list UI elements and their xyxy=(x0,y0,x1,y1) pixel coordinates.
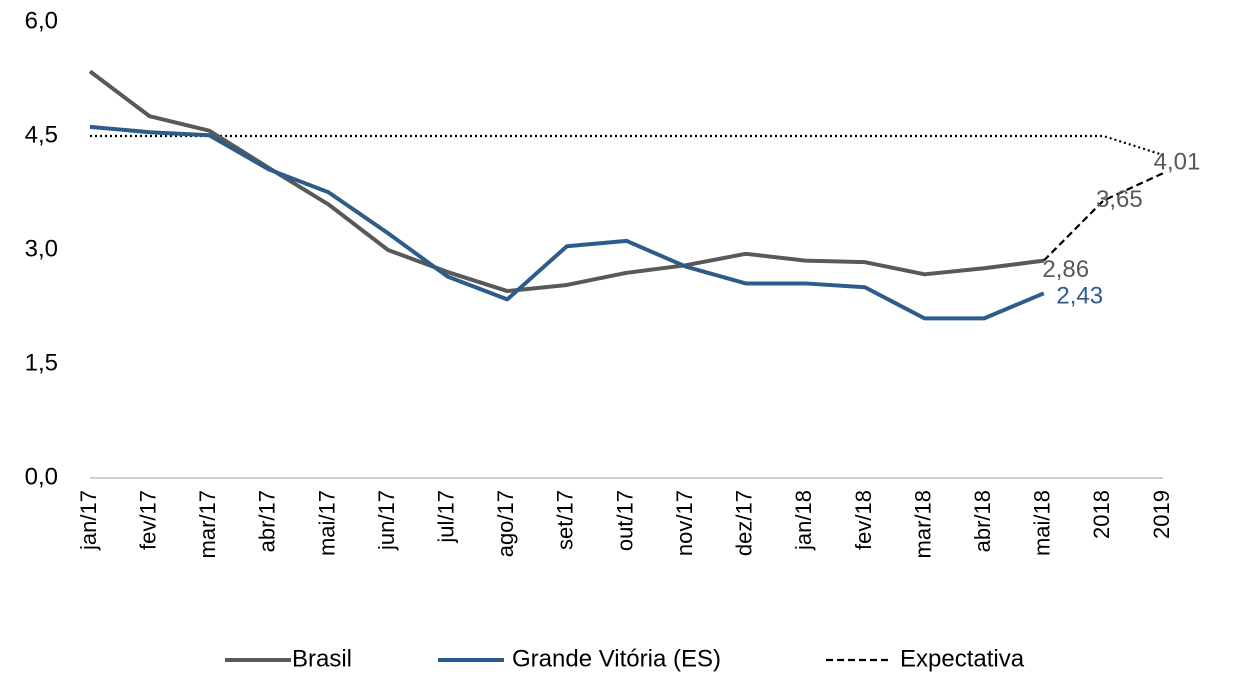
x-tick-label: dez/17 xyxy=(732,490,757,556)
x-tick-label: mai/17 xyxy=(314,490,339,556)
x-tick-label: abr/17 xyxy=(255,490,280,552)
x-tick-label: fev/17 xyxy=(135,490,160,550)
x-tick-label: mar/18 xyxy=(910,490,935,558)
y-tick-label: 6,0 xyxy=(25,7,58,34)
x-tick-label: 2019 xyxy=(1149,490,1174,539)
x-tick-label: 2018 xyxy=(1089,490,1114,539)
x-tick-label: jan/18 xyxy=(791,490,816,551)
series-line xyxy=(90,134,1164,157)
x-tick-label: jun/17 xyxy=(374,490,399,551)
x-tick-label: mar/17 xyxy=(195,490,220,558)
legend-label: Expectativa xyxy=(900,645,1025,672)
data-label: 3,65 xyxy=(1096,186,1143,213)
data-label: 2,43 xyxy=(1056,283,1103,310)
x-tick-label: fev/18 xyxy=(851,490,876,550)
series-line xyxy=(88,69,1045,294)
data-label: 4,01 xyxy=(1154,149,1201,176)
series-line xyxy=(1042,172,1164,262)
x-tick-label: jan/17 xyxy=(76,490,101,551)
x-tick-label: set/17 xyxy=(553,490,578,550)
y-tick-label: 3,0 xyxy=(25,235,58,262)
legend-label: Brasil xyxy=(292,645,352,672)
data-label: 2,86 xyxy=(1042,256,1089,283)
y-tick-label: 0,0 xyxy=(25,463,58,490)
legend-label: Grande Vitória (ES) xyxy=(512,645,721,672)
y-tick-label: 1,5 xyxy=(25,349,58,376)
y-tick-label: 4,5 xyxy=(25,121,58,148)
series-line xyxy=(89,124,1045,321)
x-tick-label: mai/18 xyxy=(1030,490,1055,556)
x-tick-label: abr/18 xyxy=(970,490,995,552)
x-tick-label: nov/17 xyxy=(672,490,697,556)
x-tick-label: ago/17 xyxy=(493,490,518,557)
x-tick-label: out/17 xyxy=(612,490,637,551)
x-tick-label: jul/17 xyxy=(433,490,458,544)
